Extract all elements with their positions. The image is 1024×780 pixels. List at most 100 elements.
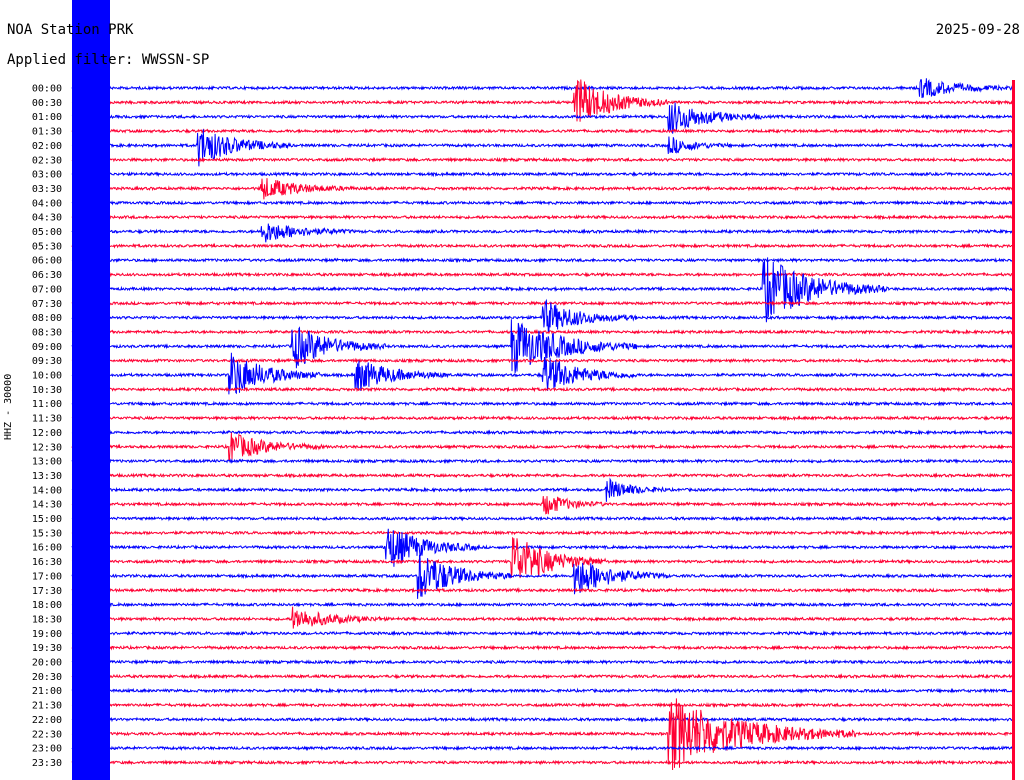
trace-line (71, 429, 1013, 436)
trace-line (71, 300, 1013, 307)
trace-line (71, 129, 1014, 167)
hour-label: 21:30 (32, 701, 62, 712)
hour-label: 10:30 (32, 385, 62, 396)
hour-label: 03:30 (32, 184, 62, 195)
hour-label: 11:00 (32, 399, 62, 410)
applied-filter: Applied filter: WWSSN-SP (7, 52, 210, 68)
trace-line (71, 257, 1014, 323)
hour-label: 01:00 (32, 112, 62, 123)
hour-label: 15:30 (32, 528, 62, 539)
trace-line (71, 156, 1014, 163)
trace-line (71, 644, 1014, 651)
trace-line (71, 328, 1013, 336)
hour-label: 10:00 (32, 371, 62, 382)
trace-line (71, 298, 1013, 334)
hour-label: 06:30 (32, 270, 62, 281)
hour-label: 22:30 (32, 729, 62, 740)
hour-label: 14:30 (32, 500, 62, 511)
trace-line (71, 496, 1014, 515)
trace-line (71, 515, 1013, 522)
trace-line (71, 414, 1013, 422)
trace-line (71, 432, 1013, 462)
trace-line (71, 357, 1013, 364)
hour-label: 11:30 (32, 414, 62, 425)
trace-line (71, 352, 1014, 395)
trace-line (71, 716, 1013, 723)
hour-label: 04:30 (32, 213, 62, 224)
hour-label: 23:30 (32, 758, 62, 769)
trace-line (71, 477, 1014, 502)
hour-label: 05:00 (32, 227, 62, 238)
trace-line (71, 630, 1014, 637)
trace-line (71, 199, 1014, 206)
hour-label: 07:30 (32, 299, 62, 310)
trace-line (71, 673, 1013, 680)
trace-line (71, 458, 1013, 465)
saturated-band (72, 0, 110, 780)
hour-label: 21:00 (32, 686, 62, 697)
hour-label: 06:00 (32, 256, 62, 267)
page-title: NOA Station PRK (7, 22, 134, 38)
hour-label: 14:00 (32, 485, 62, 496)
hour-label: 16:00 (32, 543, 62, 554)
hour-label: 09:00 (32, 342, 62, 353)
hour-label: 16:30 (32, 557, 62, 568)
hour-label: 20:30 (32, 672, 62, 683)
hour-label: 13:00 (32, 457, 62, 468)
trace-line (71, 472, 1013, 479)
hour-label: 08:30 (32, 327, 62, 338)
hour-label: 02:30 (32, 155, 62, 166)
hour-label: 07:00 (32, 284, 62, 295)
trace-line (71, 744, 1013, 752)
trace-line (71, 400, 1013, 407)
trace-line (71, 223, 1013, 243)
trace-line (71, 658, 1013, 666)
hour-label: 18:30 (32, 614, 62, 625)
hour-label: 01:30 (32, 127, 62, 138)
trace-line (71, 170, 1013, 178)
hour-label: 17:30 (32, 586, 62, 597)
hour-label: 00:00 (32, 84, 62, 95)
trace-line (71, 257, 1014, 264)
hour-label: 19:30 (32, 643, 62, 654)
hour-label: 13:30 (32, 471, 62, 482)
trace-line (72, 178, 1013, 200)
channel-label: HHZ - 30000 (3, 373, 14, 440)
trace-line (71, 586, 1013, 594)
hour-label: 12:00 (32, 428, 62, 439)
end-marker (1012, 80, 1015, 780)
trace-line (71, 759, 1013, 766)
hour-label: 20:00 (32, 658, 62, 669)
hour-label: 17:00 (32, 571, 62, 582)
hour-label: 05:30 (32, 241, 62, 252)
trace-line (71, 127, 1014, 135)
trace-line (71, 701, 1014, 709)
hour-label: 15:00 (32, 514, 62, 525)
record-date: 2025-09-28 (935, 22, 1020, 38)
hour-label: 00:30 (32, 98, 62, 109)
trace-line (71, 78, 1014, 99)
hour-label: 23:00 (32, 744, 62, 755)
trace-line (71, 698, 1013, 771)
trace-line (71, 606, 1013, 629)
trace-line (71, 79, 1013, 122)
hour-label: 18:00 (32, 600, 62, 611)
hour-label: 22:00 (32, 715, 62, 726)
trace-line (71, 102, 1014, 134)
trace-line (71, 529, 1014, 537)
hour-label: 19:00 (32, 629, 62, 640)
trace-line (71, 386, 1013, 393)
trace-line (71, 242, 1013, 249)
hour-label: 03:00 (32, 170, 62, 181)
trace-line (71, 554, 1013, 599)
trace-line (71, 687, 1014, 694)
trace-line (71, 601, 1013, 608)
trace-line (71, 213, 1013, 221)
hour-label: 04:00 (32, 198, 62, 209)
hour-label: 08:00 (32, 313, 62, 324)
hour-label: 09:30 (32, 356, 62, 367)
hour-label: 12:30 (32, 442, 62, 453)
trace-line (71, 319, 1014, 374)
trace-line (71, 537, 1013, 579)
